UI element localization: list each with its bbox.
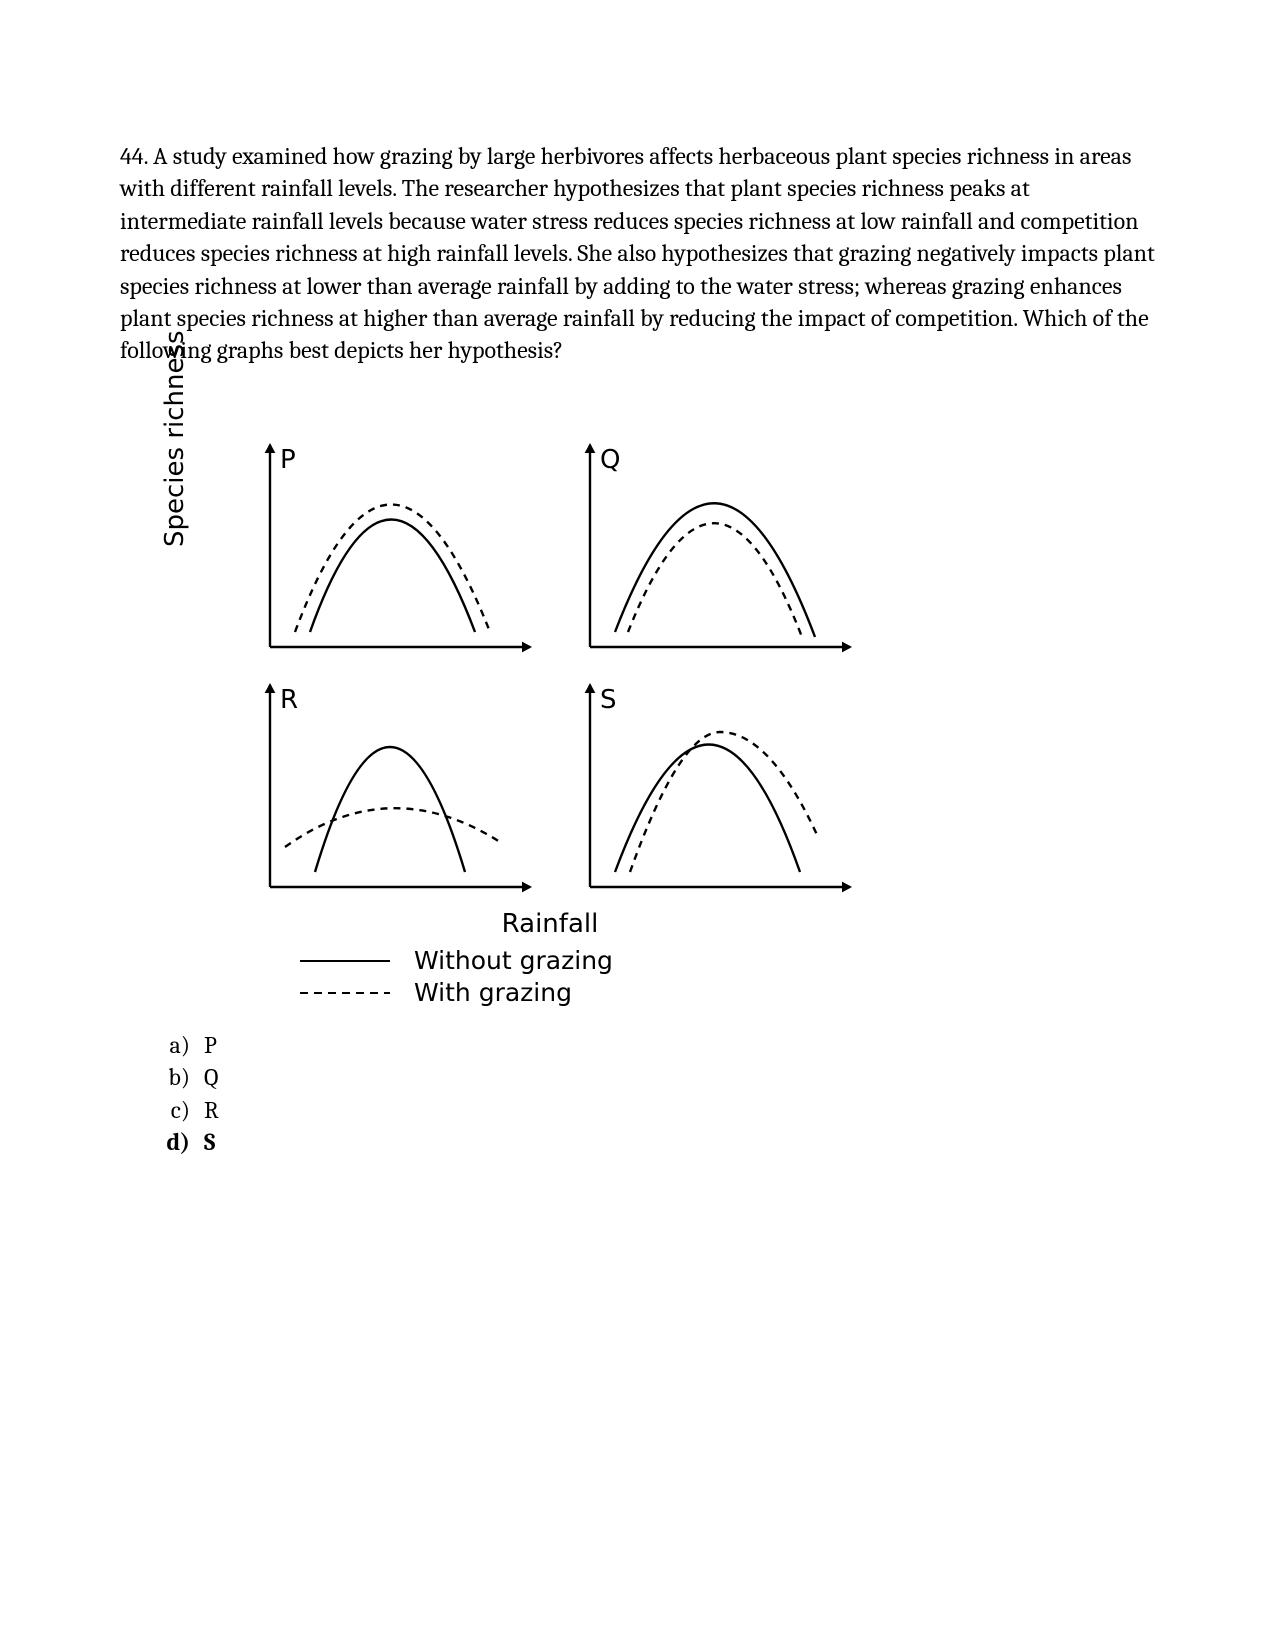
option-label: P (204, 1029, 217, 1061)
legend-dashed: With grazing (300, 977, 930, 1009)
option-marker: b) (160, 1061, 190, 1093)
question-body: A study examined how grazing by large he… (120, 142, 1155, 364)
option-c: c) R (160, 1094, 1155, 1126)
option-marker: c) (160, 1094, 190, 1126)
panel-label-P: P (280, 445, 296, 475)
option-marker: a) (160, 1029, 190, 1061)
panel-label-S: S (600, 685, 617, 715)
dashed-curve (295, 504, 490, 632)
option-label: Q (204, 1061, 218, 1093)
dashed-curve (285, 808, 500, 847)
solid-curve (615, 744, 800, 872)
option-marker: d) (160, 1126, 190, 1158)
question-number: 44. (120, 142, 148, 170)
x-axis-label: Rainfall (240, 909, 860, 939)
option-label: R (204, 1094, 219, 1126)
panel-label-R: R (280, 685, 298, 715)
panel-Q: Q (560, 437, 860, 667)
panel-S: S (560, 677, 860, 907)
question-text: 44. A study examined how grazing by larg… (120, 140, 1155, 367)
legend-solid-swatch (300, 960, 390, 962)
panel-grid: P Q R (240, 437, 930, 907)
legend: Without grazing With grazing (300, 945, 930, 1009)
answer-options: a) P b) Q c) R d) S (160, 1029, 1155, 1159)
solid-curve (315, 747, 465, 872)
option-d: d) S (160, 1126, 1155, 1158)
option-label: S (204, 1126, 215, 1158)
solid-curve (310, 519, 475, 632)
legend-solid-label: Without grazing (414, 946, 613, 975)
panel-label-Q: Q (600, 445, 620, 475)
dashed-curve (630, 732, 818, 872)
page: 44. A study examined how grazing by larg… (0, 0, 1275, 1651)
option-a: a) P (160, 1029, 1155, 1061)
y-axis-label: Species richness (160, 330, 190, 547)
figure: Species richness P Q (170, 437, 930, 1009)
dashed-curve (628, 523, 802, 637)
legend-dashed-swatch (300, 992, 390, 994)
option-b: b) Q (160, 1061, 1155, 1093)
panel-R: R (240, 677, 540, 907)
panel-P: P (240, 437, 540, 667)
legend-solid: Without grazing (300, 945, 930, 977)
legend-dashed-label: With grazing (414, 978, 572, 1007)
